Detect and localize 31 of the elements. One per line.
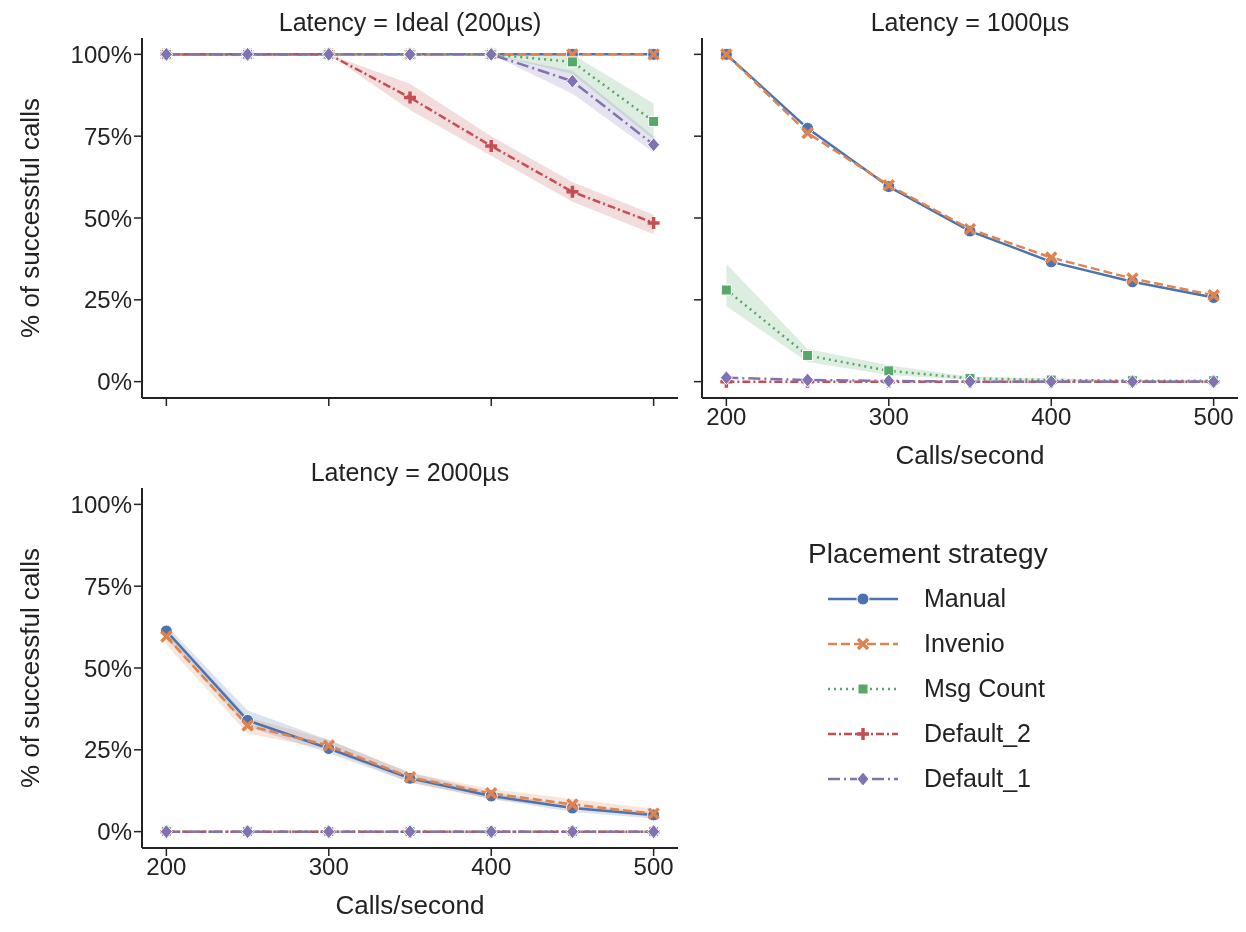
x-tick-label: 500 <box>633 853 674 881</box>
chart-title: Latency = 1000µs <box>869 8 1071 37</box>
y-tick-label: 100% <box>70 490 132 518</box>
y-tick-label: 25% <box>83 736 132 764</box>
legend-title: Placement strategy <box>808 538 1048 570</box>
y-tick-label: 75% <box>83 122 132 150</box>
y-tick-label: 50% <box>83 204 132 232</box>
x-axis-title: Calls/second <box>335 890 485 920</box>
y-tick-label: 100% <box>70 40 132 68</box>
legend-label: Default_1 <box>924 764 1032 793</box>
x-tick-label: 200 <box>146 853 187 881</box>
x-tick-label: 400 <box>1031 403 1072 431</box>
legend-label: Manual <box>924 584 1006 613</box>
y-tick-label: 0% <box>97 818 132 846</box>
x-tick-label: 400 <box>471 853 512 881</box>
y-axis-title: % of successful calls <box>15 548 46 788</box>
x-tick-label: 300 <box>868 403 909 431</box>
x-tick-label: 200 <box>706 403 747 431</box>
y-tick-label: 75% <box>83 572 132 600</box>
legend-label: Msg Count <box>924 674 1045 703</box>
y-tick-label: 25% <box>83 286 132 314</box>
x-tick-label: 500 <box>1193 403 1234 431</box>
chart-title: Latency = Ideal (200µs) <box>277 8 543 37</box>
chart-title: Latency = 2000µs <box>309 458 511 487</box>
y-tick-label: 0% <box>97 368 132 396</box>
y-axis-title: % of successful calls <box>15 98 46 338</box>
y-tick-label: 50% <box>83 654 132 682</box>
x-axis-title: Calls/second <box>895 440 1045 470</box>
legend-label: Invenio <box>924 629 1005 658</box>
x-tick-label: 300 <box>308 853 349 881</box>
legend-label: Default_2 <box>924 719 1032 748</box>
